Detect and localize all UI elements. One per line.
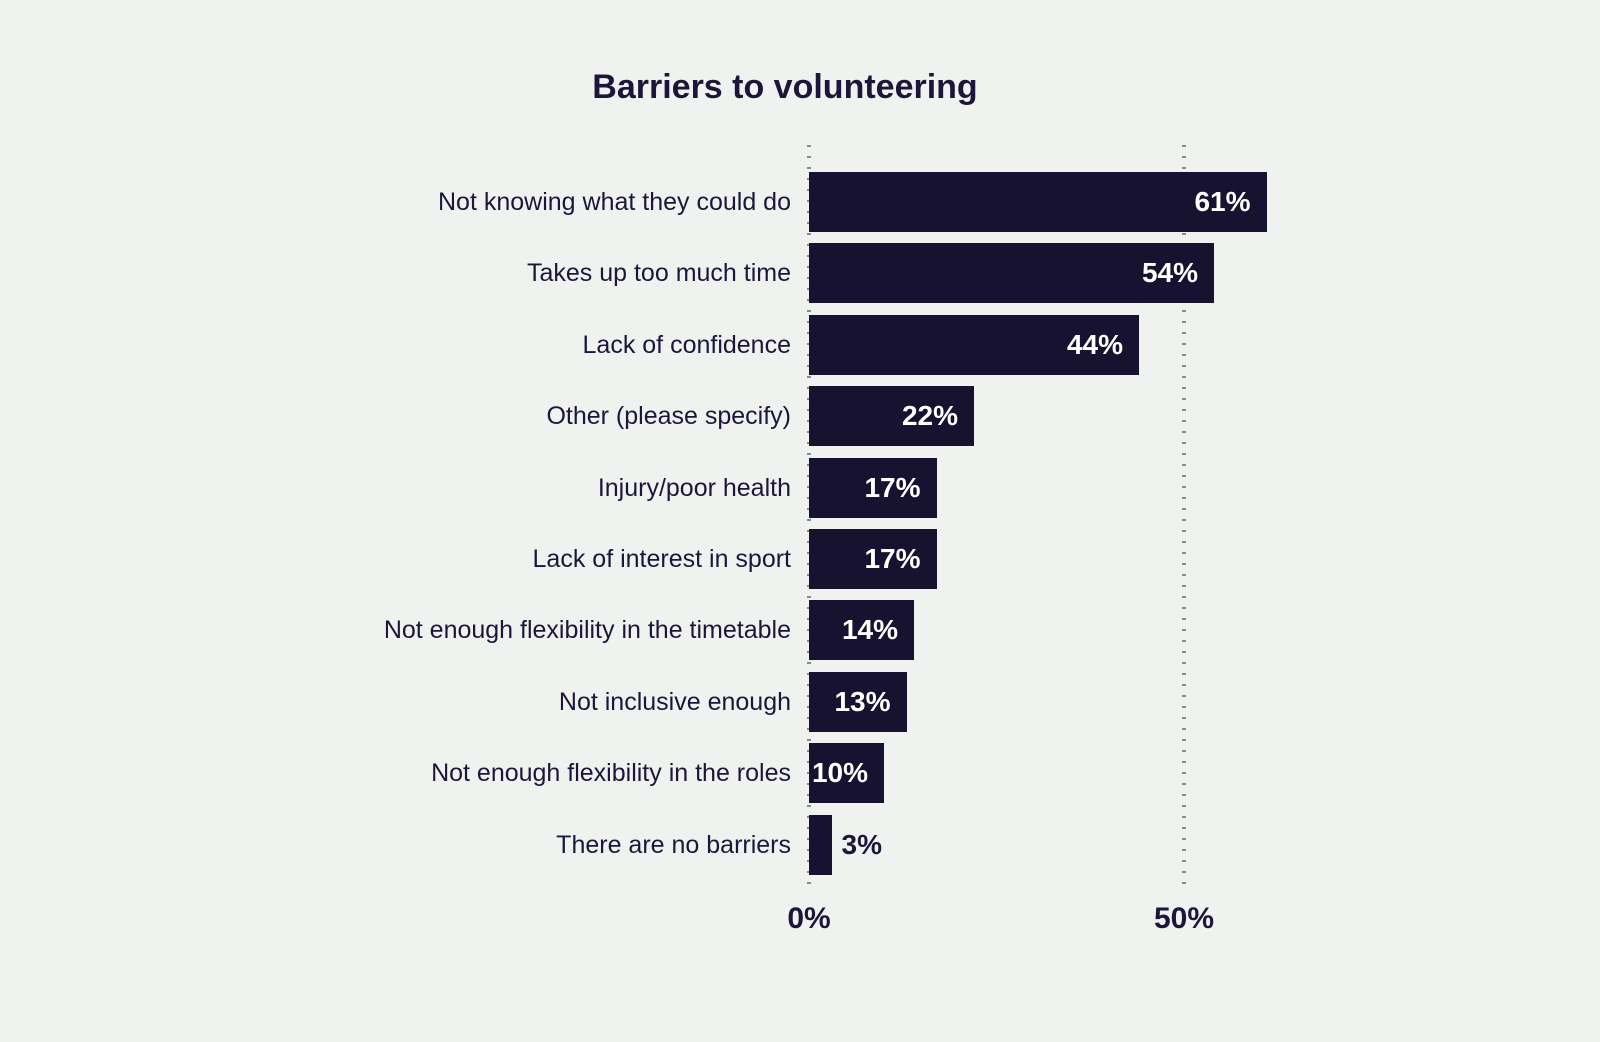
bar: 54%	[809, 243, 1214, 303]
bar: 10%	[809, 743, 884, 803]
category-label: Takes up too much time	[526, 259, 791, 287]
category-label: Lack of confidence	[582, 331, 791, 359]
value-label: 54%	[1141, 257, 1198, 288]
chart-title: Barriers to volunteering	[592, 68, 978, 106]
value-label: 14%	[841, 614, 898, 645]
bar: 61%	[809, 172, 1267, 232]
bar-row: Not inclusive enough 13%	[0, 672, 1600, 732]
category-label: Not enough flexibility in the timetable	[383, 616, 791, 644]
value-label: 17%	[864, 543, 921, 574]
value-label: 10%	[811, 757, 868, 788]
value-label: 3%	[841, 829, 882, 860]
category-label: Not knowing what they could do	[438, 188, 791, 216]
value-label: 22%	[901, 400, 958, 431]
bar: 17%	[809, 529, 937, 589]
bar-row: Other (please specify) 22%	[0, 386, 1600, 446]
value-label: 17%	[864, 472, 921, 503]
category-label: Not enough flexibility in the roles	[431, 759, 791, 787]
bar: 17%	[809, 458, 937, 518]
category-label: Injury/poor health	[597, 474, 791, 502]
category-label: Other (please specify)	[546, 402, 791, 430]
value-label: 13%	[834, 686, 891, 717]
x-tick-label: 50%	[1153, 902, 1215, 935]
value-label: 61%	[1194, 186, 1251, 217]
category-label: There are no barriers	[556, 831, 791, 859]
bar-row: Takes up too much time 54%	[0, 243, 1600, 303]
bar-row: Lack of interest in sport 17%	[0, 529, 1600, 589]
bar-row: Not knowing what they could do 61%	[0, 172, 1600, 232]
category-label: Lack of interest in sport	[532, 545, 791, 573]
bar	[809, 815, 832, 875]
bar: 44%	[809, 315, 1139, 375]
value-label: 44%	[1066, 329, 1123, 360]
x-tick-label: 0%	[787, 902, 831, 935]
bar-row: Not enough flexibility in the timetable 1…	[0, 600, 1600, 660]
category-label: Not inclusive enough	[558, 688, 791, 716]
bar: 22%	[809, 386, 974, 446]
gridline-50%	[1182, 145, 1186, 888]
bar: 14%	[809, 600, 914, 660]
bar-row: Not enough flexibility in the roles 10%	[0, 743, 1600, 803]
bar-row: There are no barriers 3%	[0, 815, 1600, 875]
bar-row: Lack of confidence 44%	[0, 315, 1600, 375]
bar: 13%	[809, 672, 907, 732]
bar-row: Injury/poor health 17%	[0, 458, 1600, 518]
